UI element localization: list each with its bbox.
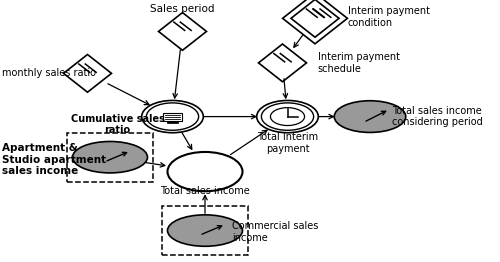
Text: Apartment &
Studio apartment
sales income: Apartment & Studio apartment sales incom… (2, 143, 106, 176)
Text: monthly sales ratio: monthly sales ratio (2, 68, 96, 78)
Text: Sales period: Sales period (150, 4, 215, 14)
Text: Total sales income: Total sales income (160, 186, 250, 196)
Text: Commercial sales
income: Commercial sales income (232, 221, 319, 243)
Ellipse shape (334, 101, 406, 132)
Bar (163, 113, 182, 121)
Bar (166, 121, 178, 123)
Text: Total sales income
considering period: Total sales income considering period (392, 106, 483, 127)
Circle shape (168, 152, 242, 191)
Text: Interim payment
condition: Interim payment condition (348, 6, 430, 28)
Circle shape (270, 108, 304, 125)
Circle shape (142, 100, 204, 133)
Ellipse shape (168, 215, 242, 246)
Text: Total Interim
payment: Total Interim payment (257, 132, 318, 154)
Bar (67, 133, 153, 182)
Ellipse shape (72, 141, 148, 173)
Bar (162, 206, 248, 255)
Text: Interim payment
schedule: Interim payment schedule (318, 52, 400, 74)
Text: Cumulative sales
ratio: Cumulative sales ratio (70, 114, 164, 135)
Circle shape (256, 100, 318, 133)
